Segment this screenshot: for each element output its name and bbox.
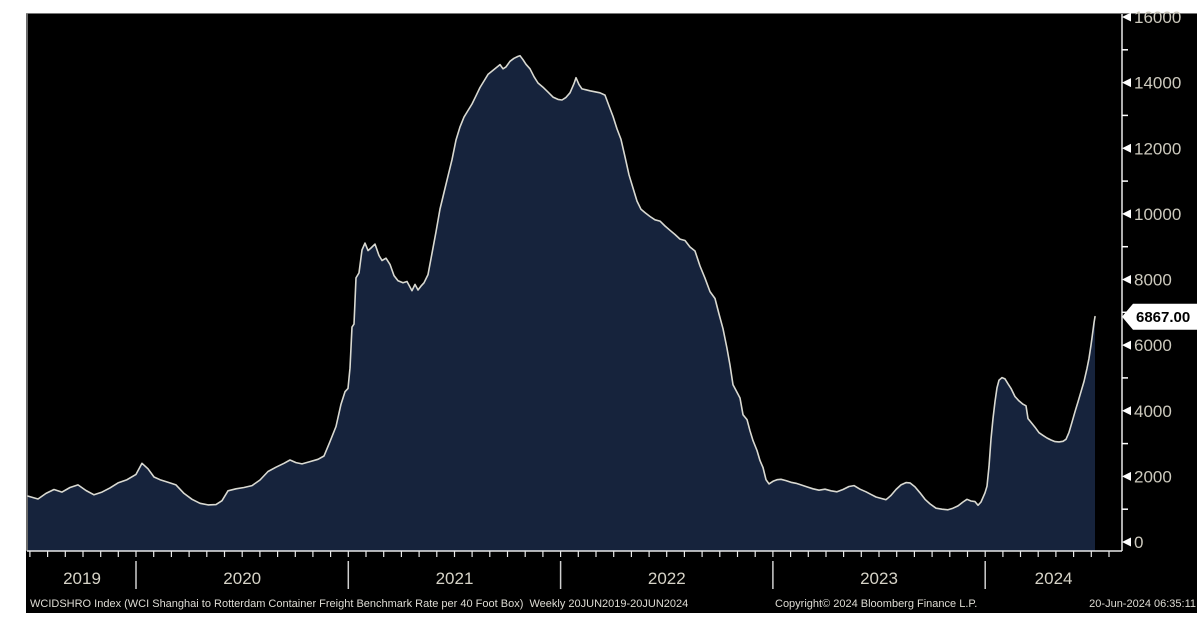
- y-axis-label: 12000: [1134, 139, 1181, 158]
- y-axis-label: 2000: [1134, 467, 1172, 486]
- last-price-tag: 6867.00: [1122, 303, 1197, 330]
- year-label: 2024: [1035, 569, 1073, 588]
- y-tick-marker-icon: [1122, 471, 1131, 481]
- copyright-notice: Copyright© 2024 Bloomberg Finance L.P.: [775, 598, 978, 610]
- y-tick-marker-icon: [1122, 78, 1131, 88]
- y-tick-marker-icon: [1122, 209, 1131, 219]
- year-label: 2023: [860, 569, 898, 588]
- security-description: WCIDSHRO Index (WCI Shanghai to Rotterda…: [30, 598, 689, 610]
- y-tick-marker-icon: [1122, 537, 1131, 547]
- price-tag-shape: [1122, 303, 1197, 330]
- year-label: 2021: [436, 569, 474, 588]
- y-tick-marker-icon: [1122, 143, 1131, 153]
- year-label: 2020: [223, 569, 261, 588]
- x-axis[interactable]: 2019 2020 2021 2022 2023 2024: [27, 550, 1122, 589]
- y-tick-marker-icon: [1122, 12, 1131, 22]
- y-axis-label: 14000: [1134, 74, 1181, 93]
- y-axis[interactable]: 0 2000 4000 6000 8000 10000 12000 14000 16000: [1121, 8, 1181, 552]
- y-axis-label: 8000: [1134, 271, 1172, 290]
- y-tick-marker-icon: [1122, 275, 1131, 284]
- y-axis-label: 6000: [1134, 336, 1172, 355]
- y-axis-label: 0: [1134, 533, 1143, 552]
- year-label: 2022: [648, 569, 686, 588]
- area-series-fill: [28, 55, 1095, 551]
- last-price-value: 6867.00: [1136, 309, 1190, 326]
- y-axis-label: 4000: [1134, 402, 1172, 421]
- y-axis-label: 10000: [1134, 205, 1181, 224]
- y-axis-label: 16000: [1134, 8, 1181, 27]
- series-line: [27, 54, 1096, 511]
- timestamp: 20-Jun-2024 06:35:11: [1089, 598, 1196, 610]
- year-label: 2019: [63, 569, 101, 588]
- plot-area[interactable]: [27, 54, 1096, 551]
- y-tick-marker-icon: [1122, 340, 1131, 350]
- y-tick-marker-icon: [1122, 406, 1131, 416]
